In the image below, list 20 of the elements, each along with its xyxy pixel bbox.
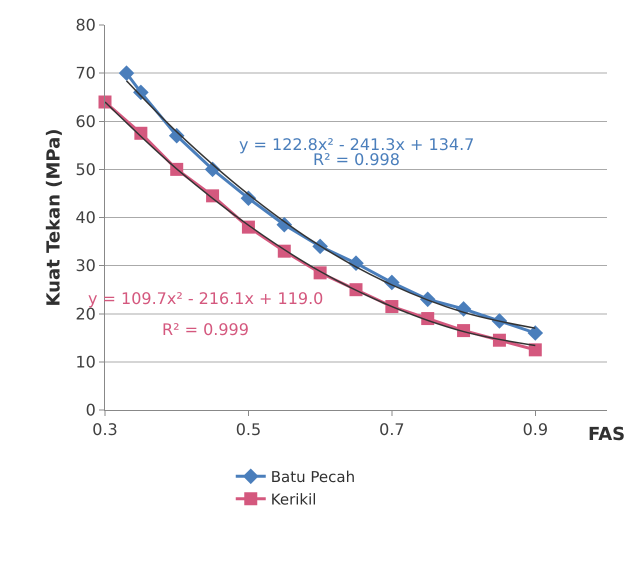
y-tick-label: 40 (75, 208, 96, 228)
y-tick-label: 30 (75, 256, 96, 276)
point (528, 343, 542, 356)
x-tick-label: 0.9 (522, 420, 548, 440)
x-tick-label: 0.3 (92, 420, 118, 440)
y-axis-title: Kuat Tekan (MPa) (44, 128, 65, 306)
y-tick-label: 50 (75, 160, 96, 179)
x-tick-label: 0.5 (236, 420, 262, 440)
annotation: R² = 0.999 (162, 320, 249, 339)
point (527, 325, 544, 341)
y-tick-label: 0 (86, 400, 96, 420)
y-tick-label: 60 (75, 112, 96, 131)
y-tick-label: 10 (75, 352, 96, 372)
legend-label: Batu Pecah (270, 468, 356, 486)
point (118, 65, 134, 81)
y-tick-label: 80 (75, 16, 96, 35)
x-tick-label: 0.7 (379, 420, 405, 440)
x-axis-title: FAS (588, 424, 626, 445)
y-tick-label: 70 (75, 64, 96, 83)
legend-label: Kerikil (270, 490, 316, 509)
